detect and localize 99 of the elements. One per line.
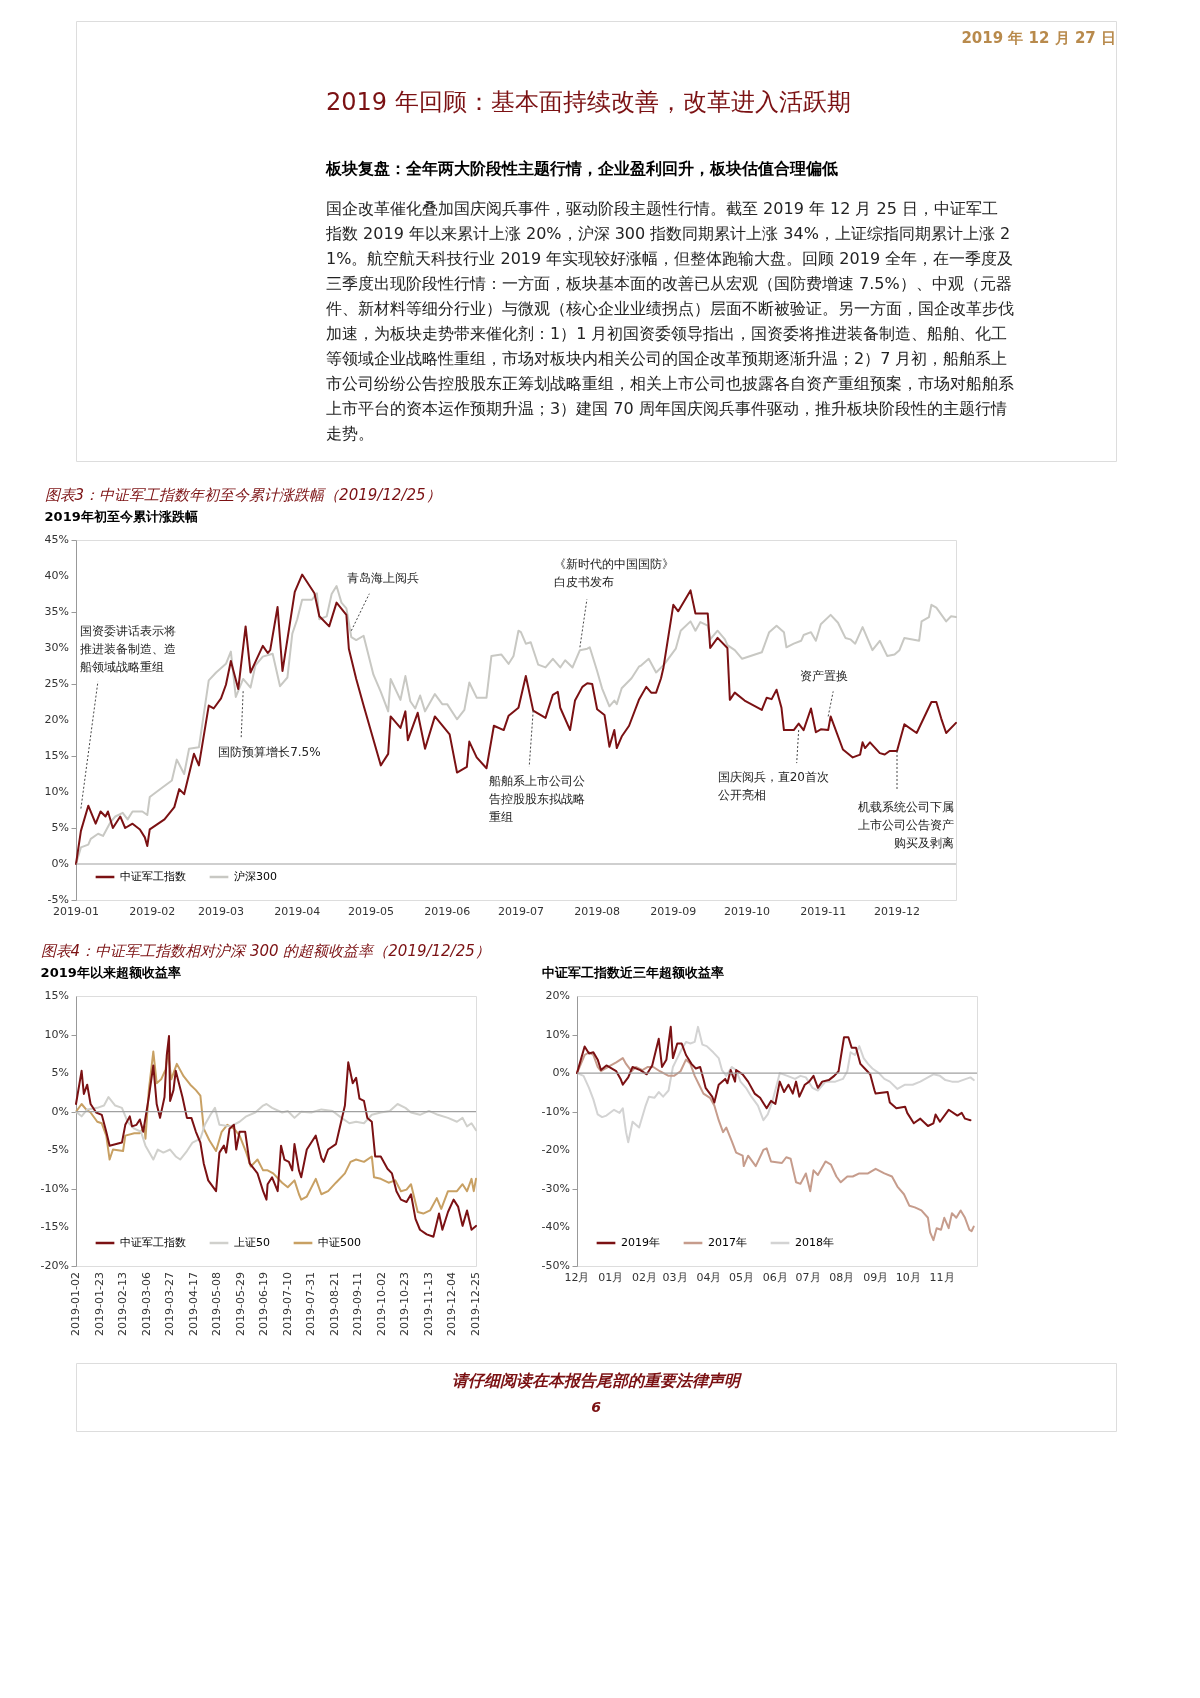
- text: 2019 年 12 月 27 日: [961, 29, 1116, 47]
- legend-label: 中证500: [318, 1236, 361, 1249]
- x-tick-label: 2019-03: [198, 905, 245, 918]
- y-tick-label: -10%: [541, 1104, 570, 1118]
- annotation: 资产置换: [800, 669, 849, 684]
- chart-title: 图表3：中证军工指数年初至今累计涨跌幅（2019/12/25）: [44, 486, 441, 504]
- x-tick-label: 2019-11: [800, 905, 847, 918]
- x-tick-label: 07月: [795, 1271, 821, 1284]
- x-tick-label: 2019-05-29: [233, 1272, 247, 1336]
- legend-label: 2018年: [795, 1236, 834, 1249]
- x-tick-label: 2019-04: [274, 905, 321, 918]
- y-tick-label: -5%: [47, 893, 69, 906]
- annotation: 国防预算增长7.5%: [218, 745, 321, 760]
- x-tick-label: 2019-12-04: [445, 1272, 459, 1336]
- text: 板块复盘：全年两大阶段性主题行情，企业盈利回升，板块估值合理偏低: [325, 159, 838, 178]
- y-tick-label: -40%: [541, 1220, 570, 1234]
- y-tick-label: 10%: [545, 1027, 570, 1041]
- annotation: 青岛海上阅兵: [347, 570, 420, 585]
- x-tick-label: 2019-07-31: [304, 1272, 318, 1336]
- x-tick-label: 2019-05-08: [210, 1272, 224, 1336]
- x-tick-label: 2019-06: [424, 905, 471, 918]
- legend-label: 2017年: [708, 1236, 747, 1249]
- x-tick-label: 2019-03-06: [139, 1272, 153, 1336]
- y-tick-label: -20%: [40, 1259, 69, 1272]
- y-tick-label: 20%: [44, 713, 69, 726]
- x-tick-label: 2019-12: [874, 905, 920, 918]
- text: 6: [591, 1399, 602, 1415]
- x-tick-label: 09月: [863, 1271, 889, 1284]
- x-tick-label: 01月: [598, 1271, 624, 1284]
- chart-subtitle: 2019年以来超额收益率: [40, 965, 181, 980]
- line-series: [75, 1049, 477, 1215]
- x-tick-label: 2019-07: [497, 905, 544, 918]
- y-tick-label: -10%: [40, 1181, 69, 1195]
- x-tick-label: 2019-01-23: [92, 1272, 106, 1336]
- x-tick-label: 2019-03-27: [163, 1272, 177, 1336]
- annotation: 机载系统公司下属上市公司公告资产购买及剥离: [858, 799, 955, 850]
- x-tick-label: 11月: [929, 1271, 955, 1284]
- x-tick-label: 02月: [632, 1271, 658, 1284]
- x-tick-label: 06月: [762, 1271, 788, 1284]
- legend-label: 中证军工指数: [120, 870, 186, 883]
- chart-subtitle: 2019年初至今累计涨跌幅: [44, 509, 198, 524]
- y-tick-label: 15%: [44, 989, 69, 1002]
- y-tick-label: 10%: [44, 785, 69, 798]
- y-tick-label: -30%: [541, 1181, 570, 1195]
- legend-label: 2019年: [621, 1236, 660, 1249]
- annotation: 国庆阅兵，直20首次公开亮相: [717, 770, 829, 803]
- x-tick-label: 08月: [829, 1271, 855, 1284]
- y-tick-label: 0%: [51, 857, 69, 870]
- line-series: [75, 1096, 477, 1161]
- y-tick-label: -15%: [40, 1220, 69, 1234]
- legend-label: 沪深300: [234, 870, 277, 883]
- annotation: 《新时代的中国国防》白皮书发布: [553, 557, 674, 590]
- chart-title: 图表4：中证军工指数相对沪深 300 的超额收益率（2019/12/25）: [40, 942, 490, 960]
- y-tick-label: 35%: [44, 605, 69, 618]
- x-tick-label: 2019-02-13: [116, 1272, 130, 1336]
- x-tick-label: 10月: [895, 1271, 921, 1284]
- y-tick-label: 5%: [51, 821, 69, 834]
- y-tick-label: 30%: [44, 641, 69, 654]
- x-tick-label: 2019-11-13: [421, 1272, 435, 1336]
- text: 2019 年回顾：基本面持续改善，改革进入活跃期: [326, 88, 851, 116]
- x-tick-label: 2019-10-23: [398, 1272, 412, 1336]
- x-tick-label: 2019-05: [347, 905, 394, 918]
- x-tick-label: 2019-10: [724, 905, 771, 918]
- legend-label: 中证军工指数: [120, 1236, 186, 1249]
- x-tick-label: 04月: [696, 1271, 722, 1284]
- y-tick-label: 10%: [44, 1027, 69, 1041]
- y-tick-label: 20%: [545, 989, 570, 1002]
- x-tick-label: 2019-01: [53, 905, 99, 918]
- x-tick-label: 2019-08-21: [327, 1272, 341, 1336]
- x-tick-label: 2019-01-02: [69, 1272, 82, 1336]
- chart-subtitle: 中证军工指数近三年超额收益率: [541, 965, 724, 980]
- x-tick-label: 2019-02: [129, 905, 176, 918]
- x-tick-label: 2019-09-11: [351, 1272, 365, 1336]
- annotation: 船舶系上市公司公告控股股东拟战略重组: [489, 773, 586, 824]
- y-tick-label: 15%: [44, 749, 69, 762]
- y-tick-label: 0%: [51, 1104, 69, 1118]
- x-tick-label: 2019-12-25: [469, 1272, 482, 1336]
- y-tick-label: 5%: [51, 1066, 69, 1080]
- x-tick-label: 2019-07-10: [280, 1272, 294, 1336]
- y-tick-label: -20%: [541, 1143, 570, 1157]
- x-tick-label: 2019-10-02: [374, 1272, 388, 1336]
- y-tick-label: 0%: [552, 1066, 570, 1080]
- line-series: [75, 1035, 477, 1238]
- y-tick-label: -5%: [47, 1143, 69, 1157]
- x-tick-label: 2019-04-17: [186, 1272, 200, 1336]
- annotation: 国资委讲话表示将推进装备制造、造船领域战略重组: [79, 623, 176, 674]
- y-tick-label: 45%: [44, 533, 69, 546]
- x-tick-label: 2019-09: [650, 905, 697, 918]
- x-tick-label: 05月: [729, 1271, 755, 1284]
- y-tick-label: 40%: [44, 569, 69, 582]
- y-tick-label: -50%: [541, 1259, 570, 1272]
- legend-label: 上证50: [234, 1236, 270, 1249]
- x-tick-label: 2019-06-19: [257, 1272, 271, 1336]
- x-tick-label: 03月: [662, 1271, 688, 1284]
- text: 国企改革催化叠加国庆阅兵事件，驱动阶段主题性行情。截至 2019 年 12 月 25 日，中证军工指数 2019 年以来累计上涨 20%，沪深 300 指数同期累计上涨 34%，上证综指同期累计上涨 21%。航空航天科技行业 2019 年实现较好涨幅，但整体跑输大盘。回顾 2019 全年，在一季度及三季度出现阶段性行情：一方面，板块基本面的改善已从宏观（国防费增速 7.5%）、中观（元器件、新材料等细分行业）与微观（核心企业业绩拐点）层面不断被验证。另一方面，国企改革步伐加速，为板块走势带来催化剂：1）1 月初国资委领导指出，国资委将推进装备制造、船舶、化工等领域企业战略性重组，市场对板块内相关公司的国企改革预期逐渐升温；2）7 月初，船舶系上市公司纷纷公告控股股东正筹划战略重组，相关上市公司也披露各自资产重组预案，市场对船舶系上市平台的资本运作预期升温；3）建国 70 周年国庆阅兵事件驱动，推升板块阶段性的主题行情走势。: [326, 199, 1014, 443]
- y-tick-label: 25%: [44, 677, 69, 690]
- text: 请仔细阅读在本报告尾部的重要法律声明: [452, 1371, 742, 1390]
- x-tick-label: 12月: [564, 1271, 590, 1284]
- x-tick-label: 2019-08: [574, 905, 621, 918]
